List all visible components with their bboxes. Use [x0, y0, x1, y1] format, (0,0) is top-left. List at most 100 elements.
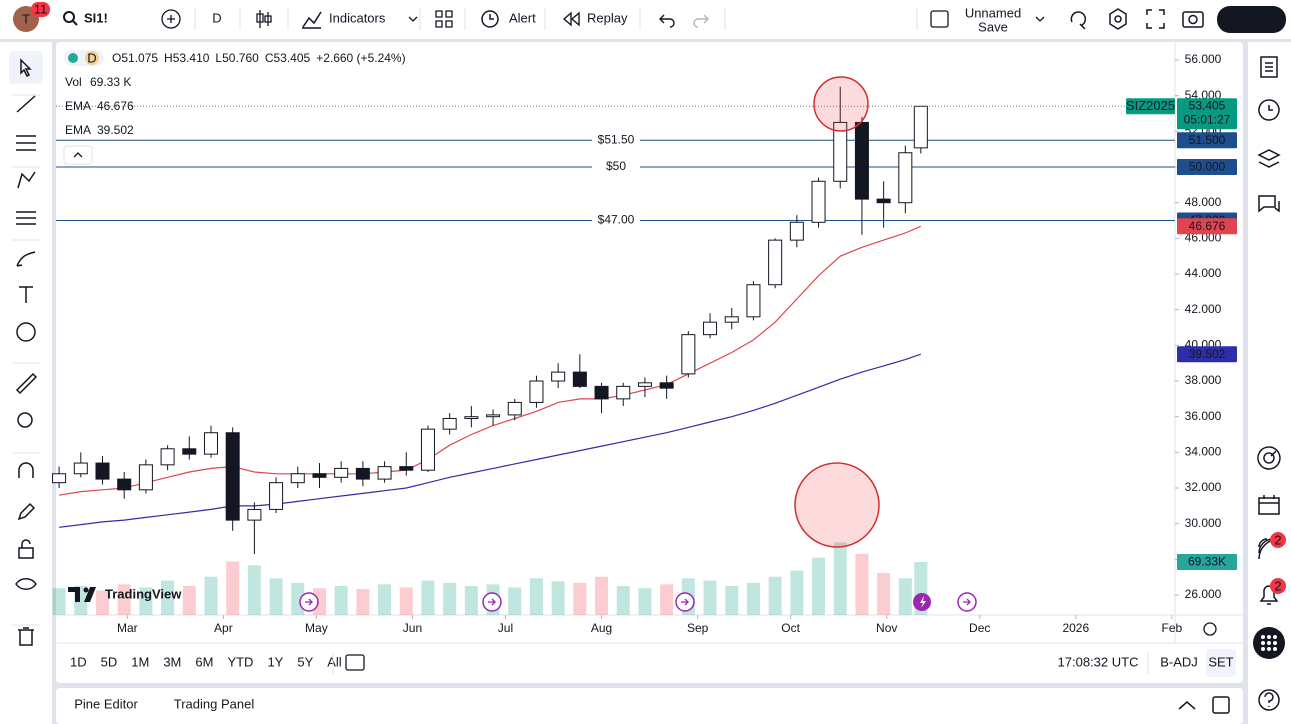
range-button[interactable]: 5D: [101, 654, 118, 669]
fullscreen-icon[interactable]: [1146, 9, 1165, 29]
alert-icon[interactable]: [481, 10, 499, 28]
session[interactable]: SET: [1208, 654, 1233, 669]
panel-tab[interactable]: Trading Panel: [174, 696, 255, 711]
settings-icon[interactable]: [1109, 8, 1127, 30]
x-tick-label: Dec: [969, 621, 990, 635]
tool-icon[interactable]: [16, 135, 36, 151]
panel-tab[interactable]: Pine Editor: [74, 696, 138, 711]
sidebar-icon[interactable]: [1257, 446, 1281, 470]
candle-body: [399, 466, 414, 471]
range-button[interactable]: YTD: [227, 654, 253, 669]
tool-icon[interactable]: [16, 95, 36, 113]
publish[interactable]: Publish: [1228, 11, 1275, 26]
panel-maximize[interactable]: [1212, 696, 1230, 714]
range-button[interactable]: 1M: [131, 654, 149, 669]
range-button[interactable]: 3M: [163, 654, 181, 669]
legend-ema-value: 46.676: [97, 99, 134, 113]
ema-badge: 46.676: [1189, 219, 1226, 233]
highlight-circle: [794, 462, 880, 548]
sidebar-icon[interactable]: [1259, 585, 1279, 605]
range-button[interactable]: 1D: [70, 654, 87, 669]
snapshot-icon[interactable]: [1182, 11, 1204, 28]
help-icon[interactable]: [1258, 689, 1280, 711]
symbol-label: SIZ2025: [1126, 98, 1175, 113]
legend-value: 51.075: [121, 51, 158, 65]
quick-search-icon[interactable]: [1070, 11, 1087, 30]
top-bar: [0, 0, 1291, 39]
apps-dot: [1273, 635, 1277, 639]
sidebar-icon[interactable]: [1258, 195, 1280, 213]
candle-body: [572, 371, 587, 387]
panel-expand[interactable]: [1178, 701, 1196, 710]
tool-icon[interactable]: [17, 171, 36, 189]
range-button[interactable]: 1Y: [267, 654, 283, 669]
legend-ema-value: 39.502: [97, 123, 134, 137]
chart-type-icon[interactable]: [256, 10, 272, 28]
x-tick-label: Oct: [781, 621, 800, 635]
sidebar-icon[interactable]: [1260, 56, 1278, 78]
replay[interactable]: Replay: [587, 10, 628, 25]
range-button[interactable]: 5Y: [297, 654, 313, 669]
candle-body: [833, 121, 848, 182]
tool-icon[interactable]: [16, 251, 36, 267]
adjustment[interactable]: B-ADJ: [1160, 654, 1198, 669]
tool-icon[interactable]: [18, 462, 34, 478]
sidebar-icon[interactable]: [1257, 149, 1281, 168]
indicators[interactable]: Indicators: [329, 10, 386, 25]
volume-bar: [768, 576, 782, 615]
date-range-icon[interactable]: [345, 654, 365, 671]
candle-body: [269, 482, 284, 510]
indicators-icon[interactable]: [302, 11, 322, 29]
volume-bar: [508, 587, 522, 615]
candle-body: [507, 401, 522, 416]
apps-dot: [1273, 647, 1277, 651]
interval[interactable]: D: [212, 10, 221, 25]
add-symbol-icon[interactable]: [161, 9, 181, 29]
candle-body: [117, 478, 132, 491]
last-price-badge-bg: [1177, 98, 1237, 130]
templates-icon[interactable]: [435, 10, 453, 28]
volume-bar: [638, 588, 652, 615]
layout-checkbox[interactable]: [930, 10, 949, 28]
legend-collapse[interactable]: [63, 145, 93, 165]
publish-button[interactable]: [1217, 6, 1286, 33]
candle-body: [95, 462, 110, 480]
y-tick-label: 56.000: [1185, 52, 1222, 66]
undo-icon[interactable]: [659, 14, 675, 28]
redo-icon[interactable]: [693, 14, 709, 28]
alert-hand: [489, 14, 494, 20]
layout-name[interactable]: Unnamed: [965, 5, 1021, 20]
x-tick-label: Nov: [876, 621, 897, 635]
sidebar-icon[interactable]: [1258, 495, 1280, 515]
volume-bar: [334, 585, 348, 615]
tool-icon[interactable]: [15, 578, 37, 590]
tool-icon[interactable]: [18, 627, 34, 646]
tool-icon[interactable]: [19, 286, 33, 303]
tool-icon[interactable]: [20, 58, 32, 78]
volume-bar: [269, 578, 283, 615]
candle-body: [811, 180, 826, 223]
y-tick-label: 32.000: [1185, 480, 1222, 494]
candle-body: [681, 334, 696, 375]
range-button[interactable]: All: [327, 654, 342, 669]
tool-icon[interactable]: [16, 211, 36, 225]
volume-bar: [833, 542, 847, 615]
alert[interactable]: Alert: [509, 10, 536, 25]
time-axis-settings[interactable]: [1203, 622, 1217, 636]
tool-icon[interactable]: [15, 372, 38, 395]
volume-bar: [117, 584, 131, 615]
tool-icon[interactable]: [18, 539, 34, 559]
left-toolbar: [0, 42, 52, 724]
volume-bar: [378, 584, 392, 615]
zoom-icon[interactable]: [17, 412, 33, 428]
emoji-icon[interactable]: [16, 322, 36, 342]
apps-dot: [1261, 647, 1265, 651]
tool-icon[interactable]: [17, 502, 36, 521]
sidebar-icon[interactable]: [1258, 99, 1280, 121]
symbol[interactable]: SI1!: [84, 10, 108, 25]
candle-body: [355, 467, 370, 480]
range-button[interactable]: 6M: [195, 654, 213, 669]
replay-icon[interactable]: [562, 11, 580, 27]
apps-dot: [1261, 635, 1265, 639]
